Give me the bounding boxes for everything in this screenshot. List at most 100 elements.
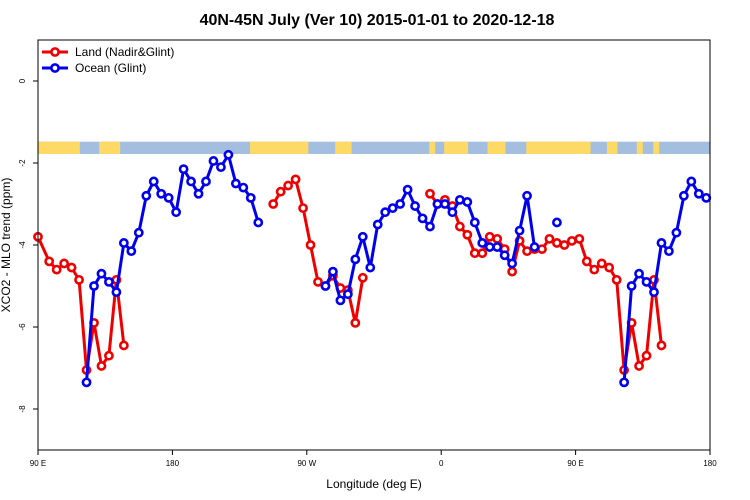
series-1-point-8 [141,190,152,201]
series-1-point-37 [417,213,428,224]
series-1-point-63 [686,176,697,187]
plot-frame [37,39,711,451]
series-1-point-53 [552,217,562,228]
y-tick-label-4: -8 [18,405,27,413]
series-1-point-24 [320,281,331,291]
x-axis-label: Longitude (deg E) [326,477,421,491]
strip-land-10 [653,141,660,154]
series-0-point-54 [641,350,652,361]
series-0-point-32 [477,248,488,259]
series-0-point-34 [492,233,503,244]
series-1-point-60 [664,246,674,257]
series-1-point-49 [507,258,518,269]
series-1-point-51 [522,190,532,201]
series-0-point-42 [552,238,562,248]
x-tick-label-0: 90 E [30,459,46,468]
series-1-point-2 [96,268,107,279]
series-1-point-22 [245,192,256,203]
series-0-point-9 [104,350,114,361]
series-1-point-23 [253,217,264,228]
series-1-point-58 [649,287,659,298]
series-1 [81,149,712,388]
series-0-point-38 [522,246,532,257]
series-1-point-17 [208,156,219,166]
series-1-point-41 [447,207,458,218]
series-1-point-27 [342,289,353,300]
series-1-point-10 [156,188,167,199]
legend-label-1: Ocean (Glint) [75,61,146,75]
series-1-point-57 [641,276,652,287]
legend-marker-1 [50,63,60,73]
series-0-point-25 [425,188,435,199]
series-1-point-56 [634,268,644,279]
x-tick-label-1: 180 [166,459,180,468]
series-0-point-3 [59,258,70,269]
series-1-point-19 [223,149,234,160]
series-0-point-8 [96,361,107,371]
series-1-point-44 [469,217,480,228]
x-tick-label-5: 180 [703,459,717,468]
series-0-point-29 [454,221,465,232]
x-axis-ticks: 90 E 180 90 W 0 90 E 180 [30,450,717,468]
series-0-point-31 [469,248,480,259]
series-1-point-14 [186,176,196,187]
chart-title: 40N-45N July (Ver 10) 2015-01-01 to 2020… [200,12,555,29]
strip-land-3 [335,141,352,154]
series-0-point-24 [357,272,368,283]
series-0-point-14 [283,180,294,191]
series-1-point-62 [678,190,689,201]
series-1-point-7 [133,227,144,238]
series-1-line-0 [85,153,260,383]
series-1-point-33 [387,203,398,213]
series-1-point-55 [626,281,637,291]
series-1-point-28 [350,254,361,265]
series-1-point-35 [402,184,413,195]
strip-land-5 [444,141,469,154]
series-0-point-11 [118,340,129,351]
series-layer [33,149,712,388]
series-0-point-41 [544,233,555,244]
series-0-point-36 [507,266,518,277]
strip-land-0 [38,141,80,154]
series-0-point-23 [350,317,361,328]
y-axis-label: XCO2 - MLO trend (ppm) [0,178,13,313]
series-0-point-43 [559,240,570,250]
series-0-point-53 [634,361,644,371]
series-1-point-59 [656,238,667,248]
series-0-point-12 [268,199,279,209]
series-1-point-38 [425,221,435,232]
strip-land-2 [250,141,309,154]
series-1-point-26 [335,295,346,306]
series-0-point-47 [589,264,600,275]
series-1-point-36 [410,201,420,211]
series-0-point-46 [581,256,592,267]
y-axis-ticks: 0 -2 -4 -6 -8 [18,78,38,413]
series-0-point-4 [66,262,77,273]
strip-land-8 [606,141,618,154]
series-1-point-18 [216,162,226,172]
series-0 [33,174,667,375]
strip-land-1 [99,141,121,154]
series-0-point-33 [484,231,495,242]
series-1-point-52 [529,242,540,252]
x-tick-label-4: 90 E [567,459,583,468]
series-0-point-15 [290,174,301,185]
series-0-point-2 [51,264,62,275]
series-1-point-61 [671,227,682,238]
series-1-point-12 [171,207,182,218]
strip-land-4 [429,141,436,154]
series-1-point-4 [111,287,122,298]
series-1-point-29 [357,231,368,242]
series-1-point-47 [492,242,503,252]
series-0-point-13 [275,186,286,197]
series-1-point-16 [201,176,211,187]
series-1-point-9 [148,176,159,187]
series-1-point-34 [395,199,406,209]
series-1-point-32 [380,207,391,218]
series-0-point-56 [656,340,667,351]
legend-label-0: Land (Nadir&Glint) [75,45,174,59]
x-tick-label-3: 0 [439,459,444,468]
series-1-point-0 [81,377,92,388]
series-0-point-44 [566,235,577,246]
series-1-point-43 [462,197,473,207]
